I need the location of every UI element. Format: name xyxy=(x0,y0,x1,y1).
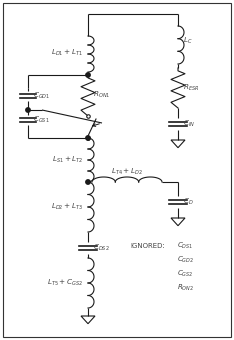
Text: $L_{T5} + C_{GS2}$: $L_{T5} + C_{GS2}$ xyxy=(47,278,83,288)
Text: $L_{T4} + L_{D2}$: $L_{T4} + L_{D2}$ xyxy=(111,167,143,177)
Text: $R_{ESR}$: $R_{ESR}$ xyxy=(183,83,199,93)
Circle shape xyxy=(86,73,90,77)
Text: $R_{ON2}$: $R_{ON2}$ xyxy=(177,283,194,293)
Text: $C_{D}$: $C_{D}$ xyxy=(183,197,194,207)
Text: $C_{GS1}$: $C_{GS1}$ xyxy=(33,115,50,125)
Text: $C_{DS2}$: $C_{DS2}$ xyxy=(93,243,110,253)
Text: $R_{ON1}$: $R_{ON1}$ xyxy=(93,90,110,100)
Circle shape xyxy=(26,108,30,112)
Text: $L_{C}$: $L_{C}$ xyxy=(183,36,193,46)
Text: IGNORED:: IGNORED: xyxy=(130,243,165,249)
Text: $L_{D1} + L_{T1}$: $L_{D1} + L_{T1}$ xyxy=(51,48,83,58)
Text: $C_{GD1}$: $C_{GD1}$ xyxy=(33,91,51,101)
Text: $C_{GD2}$: $C_{GD2}$ xyxy=(177,255,194,265)
Text: $L_{D2} + L_{T3}$: $L_{D2} + L_{T3}$ xyxy=(51,202,83,212)
Circle shape xyxy=(86,136,90,140)
Text: $C_{DS1}$: $C_{DS1}$ xyxy=(177,241,193,251)
Text: $C_{IN}$: $C_{IN}$ xyxy=(183,119,195,129)
Circle shape xyxy=(86,180,90,184)
Text: $L_{S1} + L_{T2}$: $L_{S1} + L_{T2}$ xyxy=(52,155,83,165)
Text: $C_{GS2}$: $C_{GS2}$ xyxy=(177,269,194,279)
